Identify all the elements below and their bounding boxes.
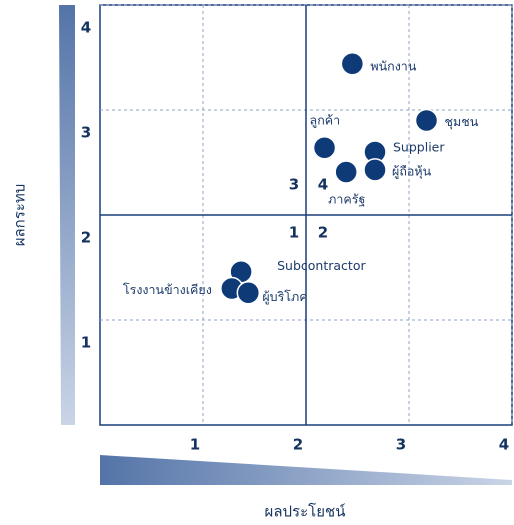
quadrant-label: 4	[318, 176, 328, 194]
point	[414, 108, 439, 133]
quadrant-label: 3	[289, 176, 299, 194]
point	[312, 136, 337, 160]
x-tick-label: 2	[293, 436, 303, 454]
x-tick-label: 1	[190, 436, 200, 454]
point-label: โรงงานข้างเคียง	[123, 282, 212, 297]
y-wedge	[59, 5, 75, 425]
x-axis-label: ผลประโยชน์	[265, 503, 346, 521]
y-tick-label: 4	[81, 19, 91, 37]
point	[340, 52, 365, 76]
point-label: Subcontractor	[277, 258, 366, 273]
point-label: ลูกค้า	[310, 112, 341, 128]
x-tick-label: 3	[396, 436, 406, 454]
x-tick-label: 4	[499, 436, 509, 454]
point-label: ผู้บริโภค	[262, 289, 307, 305]
quadrant-label: 2	[318, 224, 328, 242]
point	[236, 280, 261, 305]
y-tick-label: 2	[81, 229, 91, 247]
quadrant-label: 1	[289, 224, 299, 242]
point-label: ชุมชน	[445, 114, 479, 130]
point-label: ภาครัฐ	[328, 191, 365, 206]
point-label: Supplier	[393, 140, 445, 155]
point	[363, 158, 387, 182]
y-tick-label: 3	[81, 124, 91, 142]
y-tick-label: 1	[81, 334, 91, 352]
point	[334, 160, 358, 184]
y-axis-label: ผลกระทบ	[11, 184, 29, 247]
point-label: ผู้ถือหุ้น	[392, 163, 432, 179]
point-label: พนักงาน	[370, 58, 416, 73]
x-wedge	[100, 455, 512, 485]
